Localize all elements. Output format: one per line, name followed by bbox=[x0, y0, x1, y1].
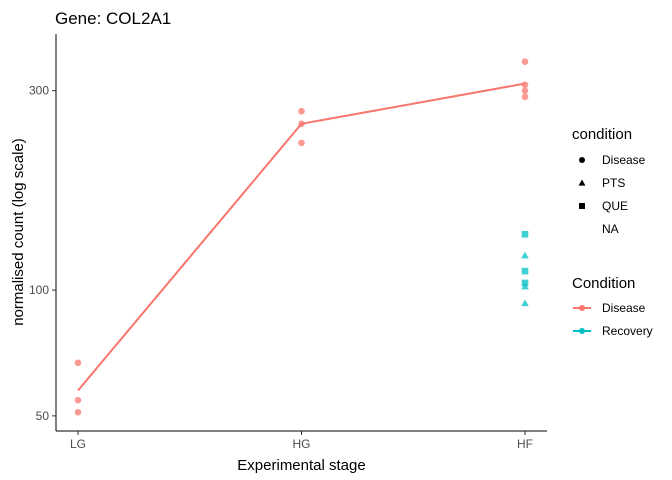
data-point bbox=[521, 58, 529, 65]
legend-key-que bbox=[579, 203, 585, 209]
legend-condition-color: Condition Disease Recovery bbox=[572, 275, 653, 338]
legend-label: QUE bbox=[602, 199, 628, 213]
data-points bbox=[74, 58, 529, 416]
plot-area: 50 100 300 LG HG HF bbox=[29, 34, 547, 451]
data-point bbox=[74, 408, 82, 416]
legend-key-disease bbox=[579, 157, 585, 163]
data-point bbox=[521, 230, 529, 238]
data-point bbox=[298, 107, 305, 115]
y-tick-label: 50 bbox=[36, 409, 50, 423]
legend-key-point bbox=[579, 305, 585, 311]
legend-label: NA bbox=[602, 222, 619, 236]
legend-label: Disease bbox=[602, 153, 646, 167]
x-tick-label: LG bbox=[70, 437, 86, 451]
data-point bbox=[521, 81, 529, 89]
legend-label: PTS bbox=[602, 176, 625, 190]
data-point bbox=[74, 396, 82, 404]
legend-condition: condition Disease PTS QUE NA bbox=[572, 126, 646, 236]
y-axis-title: normalised count (log scale) bbox=[10, 138, 27, 326]
legend-key-pts bbox=[578, 179, 586, 186]
data-point bbox=[521, 299, 529, 307]
x-axis-title: Experimental stage bbox=[237, 457, 365, 474]
legend-title-condition: condition bbox=[572, 126, 632, 143]
chart-title: Gene: COL2A1 bbox=[55, 9, 171, 28]
x-tick-label: HG bbox=[293, 437, 311, 451]
data-point bbox=[298, 120, 305, 128]
y-tick-label: 300 bbox=[29, 84, 49, 98]
legend-label: Recovery bbox=[602, 324, 653, 338]
data-point bbox=[521, 87, 529, 94]
x-tick-label: HF bbox=[517, 437, 533, 451]
y-axis-ticks: 50 100 300 bbox=[29, 84, 56, 423]
data-point bbox=[521, 93, 529, 101]
legend-title-condition-color: Condition bbox=[572, 275, 635, 292]
trend-lines bbox=[77, 82, 526, 392]
legend-key-point bbox=[579, 328, 585, 334]
legend-label: Disease bbox=[602, 301, 646, 315]
data-point bbox=[521, 282, 529, 290]
data-point bbox=[74, 359, 82, 367]
data-point bbox=[298, 139, 305, 147]
y-tick-label: 100 bbox=[29, 283, 49, 297]
x-axis-ticks: LG HG HF bbox=[70, 431, 533, 451]
series-line-disease bbox=[77, 82, 526, 392]
data-point bbox=[521, 267, 529, 275]
data-point bbox=[521, 251, 529, 259]
